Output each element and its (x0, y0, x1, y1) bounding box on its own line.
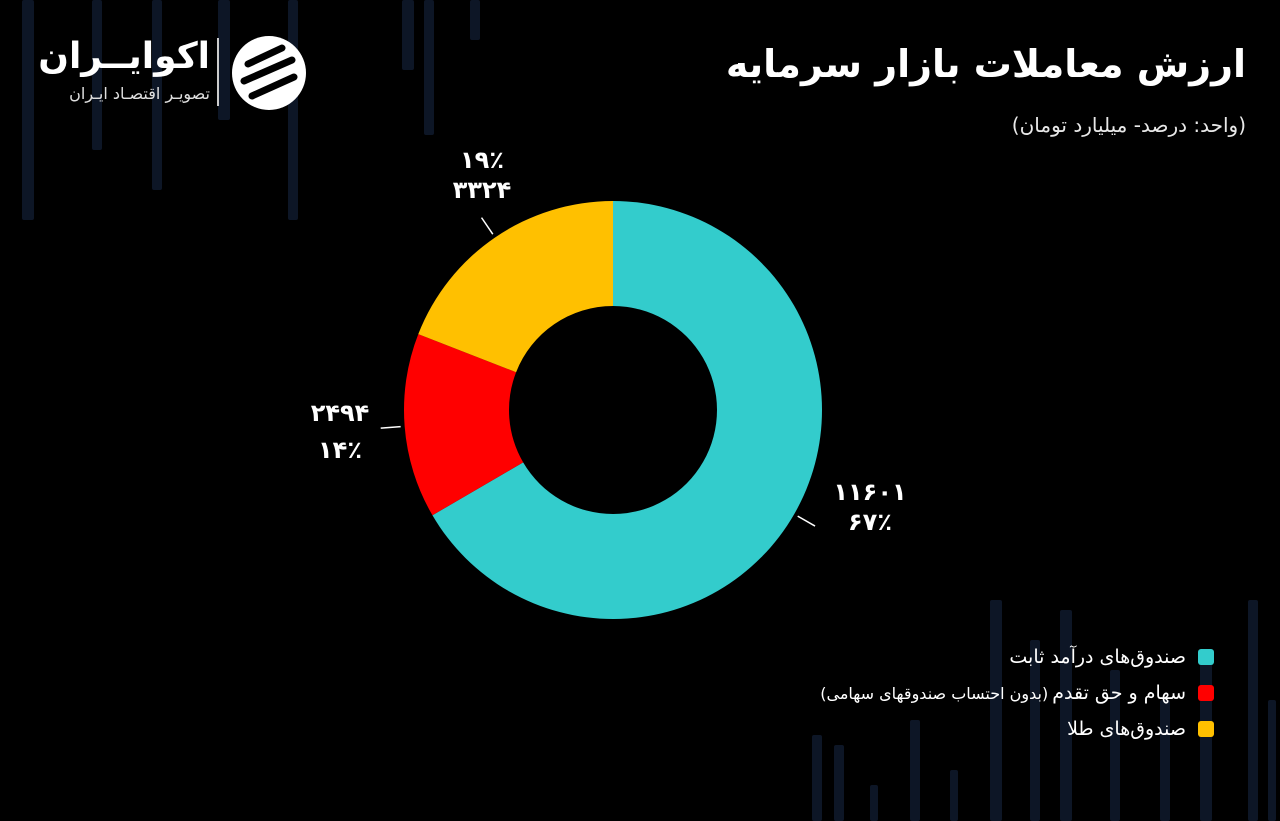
leader-line (797, 515, 816, 527)
background-bar (910, 720, 920, 821)
background-bar (152, 0, 162, 190)
legend-item: صندوق‌های طلا (594, 712, 1214, 746)
legend-label: صندوق‌های طلا (1067, 718, 1186, 740)
percent-label: ۱۴٪ (318, 436, 362, 464)
background-bar (1060, 610, 1072, 821)
brand-tagline: تصویـر اقتصـاد ایـران (69, 84, 210, 103)
slice-fixed-income (432, 201, 822, 619)
leader-line (380, 425, 401, 429)
legend-item: صندوق‌های درآمد ثابت (594, 640, 1214, 674)
background-bar (990, 600, 1002, 821)
background-bar (22, 0, 34, 220)
slice-stocks (404, 334, 524, 516)
background-bar (92, 0, 102, 150)
brand-mark-icon (232, 36, 306, 110)
background-bar (834, 745, 844, 821)
logo-divider (217, 38, 219, 106)
legend-label: سهام و حق تقدم (1052, 682, 1186, 704)
chart-legend: صندوق‌های درآمد ثابت سهام و حق تقدم (بدو… (594, 640, 1214, 748)
background-bar (1268, 700, 1276, 821)
background-bar (1248, 600, 1258, 821)
brand-logo: اکوایــران تصویـر اقتصـاد ایـران (38, 34, 320, 114)
legend-swatch-fixed-income (1198, 649, 1214, 665)
legend-label: صندوق‌های درآمد ثابت (1009, 646, 1186, 668)
value-label: ۳۳۲۴ (453, 176, 512, 204)
background-bar (870, 785, 878, 821)
background-bar (1110, 670, 1120, 821)
background-bar (1030, 640, 1040, 821)
background-bar (402, 0, 414, 70)
percent-label: ۶۷٪ (848, 508, 892, 536)
value-label: ۲۴۹۴ (311, 399, 370, 427)
legend-swatch-stocks (1198, 685, 1214, 701)
leader-line (480, 217, 494, 235)
legend-swatch-gold (1198, 721, 1214, 737)
chart-title: ارزش معاملات بازار سرمایه (725, 42, 1246, 86)
brand-name: اکوایــران (38, 36, 210, 77)
slice-gold (418, 200, 613, 373)
value-label: ۱۱۶۰۱ (833, 478, 906, 506)
background-bar (424, 0, 434, 135)
legend-item: سهام و حق تقدم (بدون احتساب صندوقهای سها… (594, 676, 1214, 710)
background-bar (812, 735, 822, 821)
background-bar (1160, 700, 1170, 821)
chart-subtitle: (واحد: درصد- میلیارد تومان) (1011, 113, 1246, 137)
background-bar (218, 0, 230, 120)
background-bar (470, 0, 480, 40)
legend-note: (بدون احتساب صندوقهای سهامی) (820, 683, 1049, 703)
percent-label: ۱۹٪ (460, 146, 504, 174)
background-bar (950, 770, 958, 821)
